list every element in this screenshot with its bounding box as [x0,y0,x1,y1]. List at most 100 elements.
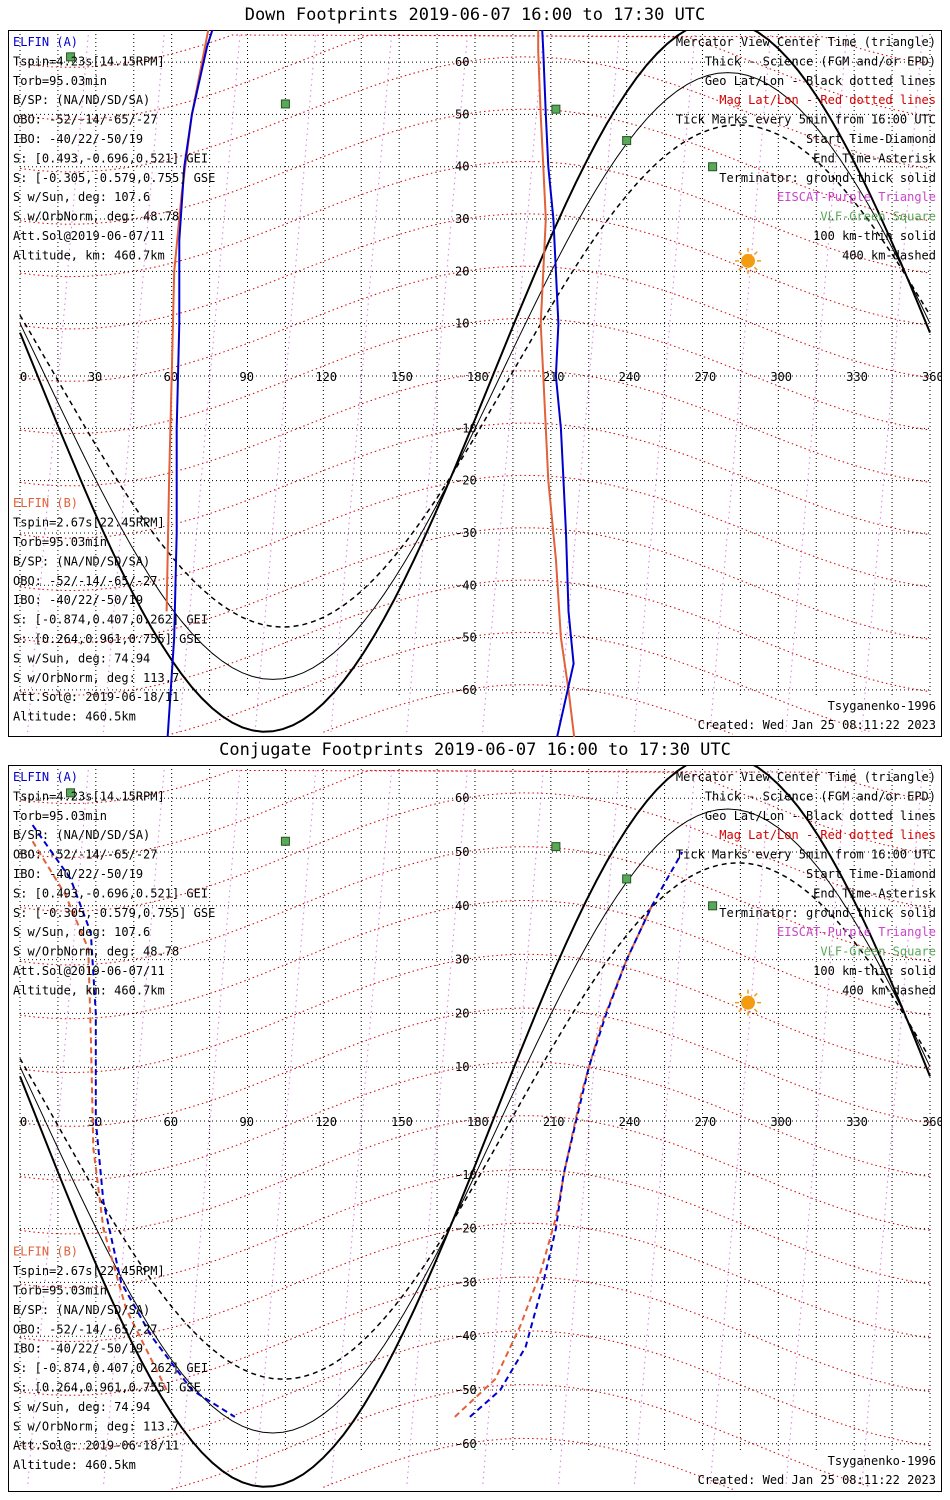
lon-tick-label: 270 [695,1115,717,1129]
elfin-b-info-line: S: [0.264,0.961,0.755] GSE [13,1381,201,1395]
lon-tick-label: 330 [846,370,868,384]
elfin-b-info-line: S w/Sun, deg: 74.94 [13,651,150,665]
elfin-b-info-line: B/SP: (NA/ND/SD/SA) [13,554,150,568]
elfin-a-info-line: S: [0.493,-0.696,0.521] GEI [13,151,208,165]
elfin-a-info-line: S w/Sun, deg: 107.6 [13,190,150,204]
mag-lon-line [178,769,241,1488]
mag-lon-line [27,34,89,733]
lat-tick-label: -30 [455,526,477,540]
elfin-a-info-line: Altitude, km: 460.7km [13,248,165,262]
elfin-b-info-line: ELFIN (B) [13,496,78,510]
elfin-b-info-line: Torb=95.03min [13,1284,107,1298]
elfin-b-info-line: Att.Sol@: 2019-06-18/11 [13,690,179,704]
elfin-a-info-line: Att.Sol@2019-06-07/11 [13,964,165,978]
lat-tick-label: 60 [455,55,469,69]
lon-tick-label: 330 [846,1115,868,1129]
lon-tick-label: 90 [240,1115,254,1129]
vlf-square [708,901,718,911]
elfin-b-info-line: S w/OrbNorm, deg: 113.7 [13,671,179,685]
lon-tick-label: 360 [922,370,942,384]
elfin-b-info-line: S w/OrbNorm, deg: 113.7 [13,1419,179,1433]
lon-tick-label: 0 [20,1115,27,1129]
elfin-b-info-line: S: [-0.874,0.407,0.262] GEI [13,1361,208,1375]
lon-tick-label: 90 [240,370,254,384]
mag-lat-line [19,370,931,487]
mag-lat-line [171,631,870,735]
mag-lon-line [557,769,620,1488]
vlf-square [622,136,632,146]
elfin-a-info-line: B/SP: (NA/ND/SD/SA) [13,828,150,842]
lat-tick-label: -70 [455,735,477,737]
legend-line: Geo Lat/Lon - Black dotted lines [705,809,936,823]
elfin-a-track [31,824,236,1418]
legend-line: Tick Marks every 5min from 16:00 UTC [676,848,936,862]
mag-lon-line [633,769,696,1488]
mag-lon-line [27,769,89,1488]
sun-ray [753,251,758,256]
elfin-b-info-line: Att.Sol@: 2019-06-18/11 [13,1439,179,1453]
mag-lat-line [19,317,931,435]
mag-lat-line [19,34,931,121]
legend-line: Start Time-Diamond [806,132,936,146]
lat-tick-label: 30 [455,953,469,967]
lat-tick-label: 50 [455,107,469,121]
lon-tick-label: 300 [770,370,792,384]
mag-lat-line [19,474,931,592]
elfin-b-info-line: Tspin=2.67s[22.45RPM] [13,516,165,530]
elfin-a-info-line: S: [0.493,-0.696,0.521] GEI [13,886,208,900]
sun-ray [738,1008,743,1013]
mag-lat-line [19,846,931,966]
elfin-a-info-line: OBO: -52/-14/-65/-27 [13,113,158,127]
lat-tick-label: -60 [455,683,477,697]
elfin-b-info-line: S: [0.264,0.961,0.755] GSE [13,632,201,646]
lat-tick-label: -40 [455,1329,477,1343]
legend-line: Mag Lat/Lon - Red dotted lines [719,828,936,842]
legend-line: 100 km-thin solid [813,229,936,243]
legend-line: VLF-Green Square [820,945,936,959]
mag-lat-line [19,1330,931,1450]
lat-tick-label: -50 [455,1383,477,1397]
mag-lon-line [330,34,393,733]
legend-line: 100 km-thin solid [813,964,936,978]
geographic-grid [19,34,931,697]
mag-lat-line [19,422,931,539]
elfin-b-track [165,30,210,612]
created-label: Created: Wed Jan 25 08:11:22 2023 [698,718,936,732]
mag-lat-line [19,213,931,330]
mag-lon-line [254,34,317,733]
mag-lon-line [482,769,544,1488]
lat-tick-label: -10 [455,1168,477,1182]
legend-line: Mercator View Center Time (triangle) [676,35,936,49]
legend-line: EISCAT-Purple Triangle [777,190,936,204]
lat-tick-label: 20 [455,1006,469,1020]
lon-tick-label: 240 [619,1115,641,1129]
sun-icon [741,995,755,1010]
legend-line: VLF-Green Square [820,210,936,224]
lon-tick-label: 210 [543,370,565,384]
created-label: Created: Wed Jan 25 08:11:22 2023 [698,1473,936,1487]
terminator-400km [19,862,931,1380]
vlf-square [66,788,76,798]
lon-tick-label: 240 [619,370,641,384]
lon-tick-label: 270 [695,370,717,384]
down-footprints-map: 0306090120150180210240270300330360706050… [8,30,942,737]
vlf-square [551,842,561,852]
lon-tick-label: 60 [164,1115,178,1129]
elfin-b-info-line: IBO: -40/22/-50/19 [13,1342,143,1356]
elfin-a-info-line: S w/OrbNorm, deg: 48.78 [13,210,179,224]
terminator-ground [19,765,931,1488]
elfin-a-info-line: Att.Sol@2019-06-07/11 [13,229,165,243]
mag-lat-line [19,1222,931,1343]
terminator-100km [19,72,931,680]
elfin-b-info-line: IBO: -40/22/-50/19 [13,593,143,607]
sun-ray [753,1008,758,1013]
elfin-b-info-line: OBO: -52/-14/-65/-27 [13,574,158,588]
lon-tick-label: 120 [315,370,337,384]
lat-tick-label: -60 [455,1437,477,1451]
mag-lat-line [323,684,733,735]
elfin-b-info-line: Tspin=2.67s[22.45RPM] [13,1264,165,1278]
elfin-b-info-line: S w/Sun, deg: 74.94 [13,1400,150,1414]
legend-line: Mercator View Center Time (triangle) [676,770,936,784]
elfin-a-track [166,30,214,737]
elfin-b-info-line: S: [-0.874,0.407,0.262] GEI [13,613,208,627]
